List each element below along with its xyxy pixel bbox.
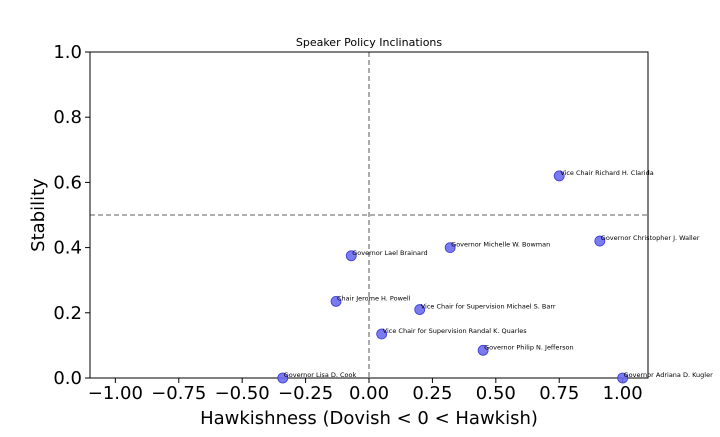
x-tick-label: 1.00 <box>603 383 643 404</box>
y-tick-label: 1.0 <box>53 42 82 63</box>
y-tick-label: 0.4 <box>53 238 82 259</box>
y-tick-label: 0.6 <box>53 172 82 193</box>
data-point <box>330 295 342 307</box>
x-tick-label: 0.75 <box>539 383 579 404</box>
data-point <box>345 250 357 262</box>
x-tick-label: −0.50 <box>215 383 270 404</box>
point-label: Chair Jerome H. Powell <box>337 294 411 302</box>
x-tick-label: −0.75 <box>151 383 206 404</box>
data-point <box>444 242 456 254</box>
y-tick-label: 0.0 <box>53 368 82 389</box>
data-points <box>277 170 629 384</box>
x-tick-label: 0.50 <box>476 383 516 404</box>
data-point <box>477 344 489 356</box>
point-labels: Vice Chair Richard H. Clarida Governor Ch… <box>284 169 713 379</box>
x-axis-label: Hawkishness (Dovish < 0 < Hawkish) <box>200 408 538 429</box>
axis-ticks: −1.00 −0.75 −0.50 −0.25 0.00 0.25 0.50 0.75 1.00… <box>53 42 642 404</box>
point-label: Governor Michelle W. Bowman <box>451 241 550 249</box>
data-point <box>594 235 606 247</box>
data-point <box>617 372 629 384</box>
data-point <box>553 170 565 182</box>
reference-lines <box>90 52 648 378</box>
y-axis-label: Stability <box>28 178 49 252</box>
point-label: Governor Lisa D. Cook <box>284 371 357 379</box>
data-point <box>376 328 388 340</box>
data-point <box>414 304 426 315</box>
x-tick-label: −1.00 <box>88 383 143 404</box>
data-point <box>277 372 289 384</box>
y-tick-label: 0.2 <box>53 303 82 324</box>
x-tick-label: 0.00 <box>349 383 389 404</box>
point-label: Governor Philip N. Jefferson <box>484 343 573 351</box>
point-label: Vice Chair Richard H. Clarida <box>560 169 654 177</box>
x-tick-label: 0.25 <box>412 383 452 404</box>
y-tick-label: 0.8 <box>53 107 82 128</box>
point-label: Vice Chair for Supervision Michael S. Ba… <box>421 303 556 311</box>
point-label: Vice Chair for Supervision Randal K. Qua… <box>383 327 528 335</box>
chart-title: Speaker Policy Inclinations <box>296 36 443 49</box>
point-label: Governor Adriana D. Kugler <box>624 371 713 379</box>
point-label: Governor Lael Brainard <box>352 249 427 257</box>
x-tick-label: −0.25 <box>278 383 333 404</box>
point-label: Governor Christopher J. Waller <box>601 234 700 242</box>
